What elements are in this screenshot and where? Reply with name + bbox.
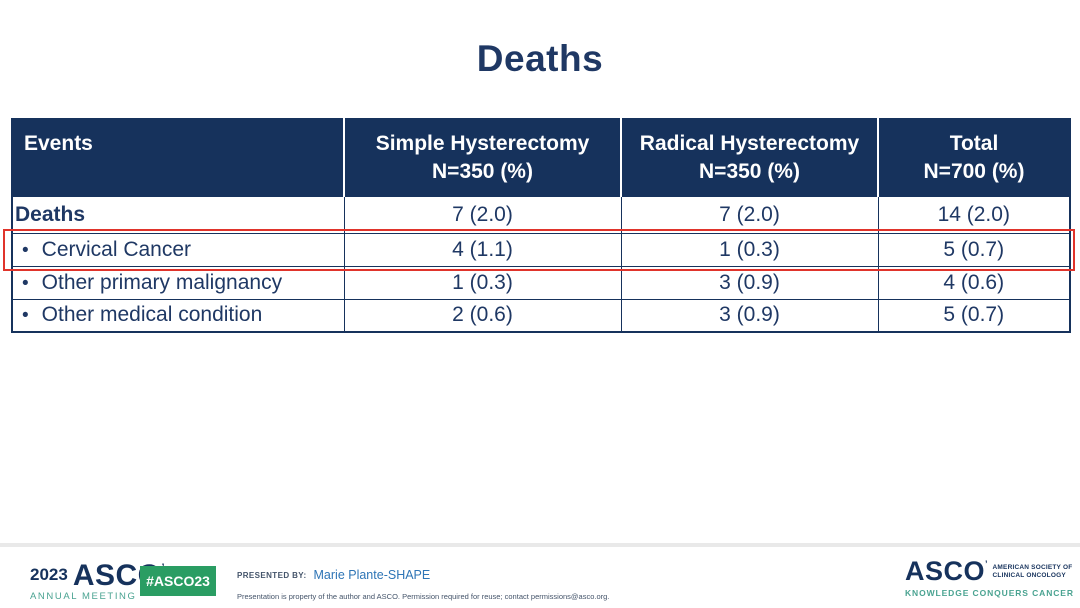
table-row-deaths: Deaths 7 (2.0) 7 (2.0) 14 (2.0) [11, 195, 1071, 234]
presenter-name: Marie Plante-SHAPE [313, 568, 431, 582]
table-row-other-medical-condition: • Other medical condition 2 (0.6) 3 (0.9)… [11, 298, 1071, 333]
society-tagline-line2: CLINICAL ONCOLOGY [992, 571, 1066, 579]
asco-motto: KNOWLEDGE CONQUERS CANCER [905, 588, 1074, 598]
cell-cervical-simple: 4 (1.1) [343, 232, 622, 267]
cell-cervical-radical: 1 (0.3) [620, 232, 879, 267]
bullet-icon: • [22, 272, 29, 294]
asco-society-logo: ASCO ’ AMERICAN SOCIETY OF CLINICAL ONCO… [905, 556, 1074, 599]
cell-deaths-radical: 7 (2.0) [620, 195, 879, 234]
column-header-label: Total [949, 132, 999, 155]
row-label-other-primary-malignancy: • Other primary malignancy [11, 265, 345, 300]
column-header-label: Events [24, 132, 93, 155]
cell-condition-total: 5 (0.7) [877, 298, 1071, 333]
cell-malignancy-radical: 3 (0.9) [620, 265, 879, 300]
column-header-label: Radical Hysterectomy [639, 132, 860, 155]
events-table: Events Simple Hysterectomy N=350 (%) Rad… [3, 118, 1075, 333]
cell-cervical-total: 5 (0.7) [877, 232, 1071, 267]
presented-by-block: PRESENTED BY: Marie Plante-SHAPE Present… [237, 568, 609, 601]
bullet-icon: • [22, 305, 29, 327]
row-label-cervical-cancer: • Cervical Cancer [11, 232, 345, 267]
society-tagline: AMERICAN SOCIETY OF CLINICAL ONCOLOGY [993, 564, 1073, 580]
row-label-text: Other medical condition [41, 303, 263, 327]
column-header-total: Total N=700 (%) [877, 119, 1070, 196]
table-header-row: Events Simple Hysterectomy N=350 (%) Rad… [12, 119, 1070, 196]
cell-deaths-simple: 7 (2.0) [343, 195, 622, 234]
row-label-deaths: Deaths [11, 195, 345, 234]
table-row-cervical-cancer: • Cervical Cancer 4 (1.1) 1 (0.3) 5 (0.7) [11, 232, 1071, 267]
permission-disclaimer: Presentation is property of the author a… [237, 592, 610, 601]
cell-condition-radical: 3 (0.9) [620, 298, 879, 333]
hashtag-badge: #ASCO23 [140, 566, 216, 596]
society-tagline-line1: AMERICAN SOCIETY OF [992, 563, 1073, 571]
presented-by-label: PRESENTED BY: [237, 570, 307, 580]
column-header-radical-hysterectomy: Radical Hysterectomy N=350 (%) [620, 119, 878, 196]
column-header-sublabel: N=350 (%) [432, 160, 533, 183]
row-label-other-medical-condition: • Other medical condition [11, 298, 345, 333]
meeting-year: 2023 [30, 565, 68, 584]
table-row-other-primary-malignancy: • Other primary malignancy 1 (0.3) 3 (0.9… [11, 265, 1071, 300]
cell-malignancy-simple: 1 (0.3) [343, 265, 622, 300]
cell-malignancy-total: 4 (0.6) [877, 265, 1071, 300]
bullet-icon: • [22, 239, 29, 261]
cell-condition-simple: 2 (0.6) [343, 298, 622, 333]
row-label-text: Other primary malignancy [41, 270, 283, 294]
row-label-text: Cervical Cancer [41, 237, 192, 261]
cell-deaths-total: 14 (2.0) [877, 195, 1071, 234]
column-header-sublabel: N=700 (%) [923, 160, 1025, 183]
row-label-text: Deaths [15, 202, 86, 226]
annual-meeting-label: ANNUAL MEETING [30, 591, 137, 602]
page-title: Deaths [476, 38, 604, 79]
column-header-label: Simple Hysterectomy [375, 132, 590, 155]
column-header-events: Events [12, 119, 344, 196]
trademark-tick-icon: ’ [985, 559, 988, 569]
footer-divider [0, 543, 1080, 547]
column-header-sublabel: N=350 (%) [699, 160, 800, 183]
deaths-table: Events Simple Hysterectomy N=350 (%) Rad… [11, 118, 1071, 333]
column-header-simple-hysterectomy: Simple Hysterectomy N=350 (%) [343, 119, 621, 196]
asco-wordmark: ASCO [905, 556, 986, 586]
